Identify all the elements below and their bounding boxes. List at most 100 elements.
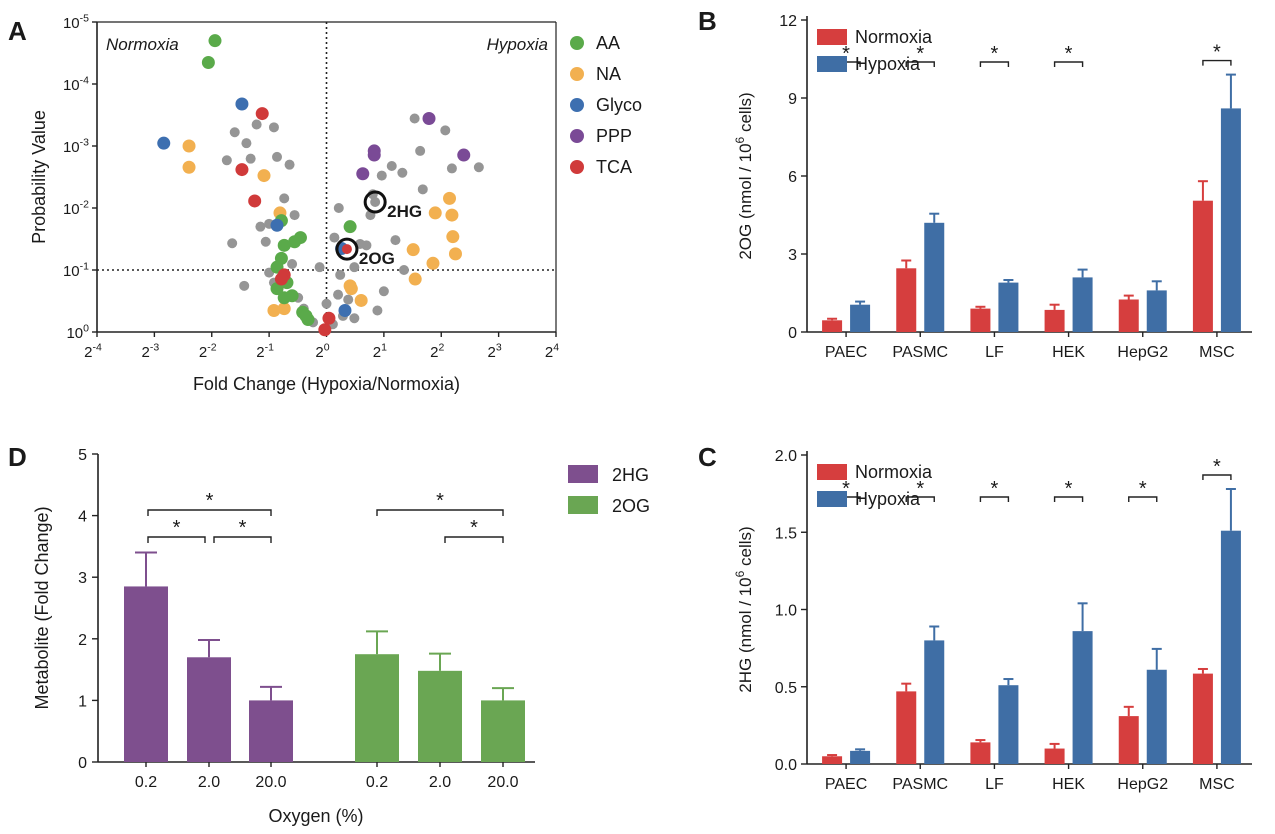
panel-d-fold-change-bar-chart: D 0 1 2 3 4 5 Metabolite (Fold Change) Oxygen (%… xyxy=(8,442,650,826)
panel-label-c: C xyxy=(698,442,717,472)
data-point-other xyxy=(473,162,484,173)
significance-marker: * xyxy=(436,490,444,512)
data-point-other xyxy=(284,159,295,170)
data-point-tca xyxy=(274,272,288,286)
x-tick-label: 0.2 xyxy=(135,774,157,791)
x-tick-label-exponent: -4 xyxy=(93,341,102,353)
legend-swatch-na xyxy=(570,67,584,81)
data-point-other xyxy=(287,258,298,269)
x-tick-label: 2.0 xyxy=(198,774,220,791)
data-point-other xyxy=(397,167,408,178)
significance-marker: * xyxy=(1139,478,1147,500)
bar-hypoxia xyxy=(998,685,1019,764)
legend-swatch-2og xyxy=(568,496,598,514)
x-tick-label-base: 2 xyxy=(199,344,207,361)
x-tick-label-base: 2 xyxy=(84,344,92,361)
data-point-na xyxy=(182,139,196,153)
y-tick-label: 3 xyxy=(788,247,797,264)
bar-normoxia xyxy=(1118,299,1139,332)
y-tick-label-exponent: 0 xyxy=(83,322,89,334)
data-point-other xyxy=(415,145,426,156)
legend-label-glyco: Glyco xyxy=(596,95,642,115)
data-point-other xyxy=(333,289,344,300)
significance-marker: * xyxy=(470,517,478,539)
y-tick-label: 1.5 xyxy=(775,525,797,542)
y-tick-label: 12 xyxy=(779,13,797,30)
significance-marker: * xyxy=(1213,42,1221,64)
data-point-other xyxy=(289,210,300,221)
legend-swatch-aa xyxy=(570,36,584,50)
x-tick-label: HepG2 xyxy=(1117,776,1168,793)
legend-label-tca: TCA xyxy=(596,157,632,177)
bar-normoxia xyxy=(1044,309,1065,332)
data-point-ppp xyxy=(457,148,471,162)
y-tick-label: 10-3 xyxy=(63,136,89,156)
data-point-other xyxy=(440,125,451,136)
data-point-other xyxy=(255,221,266,232)
x-tick-label: 23 xyxy=(488,341,502,361)
significance-marker: * xyxy=(239,517,247,539)
x-tick-label: 0.2 xyxy=(366,774,388,791)
significance-bracket xyxy=(1128,496,1158,502)
y-tick-label-base: 10 xyxy=(63,77,80,94)
y-tick-label-exponent: -1 xyxy=(80,260,89,272)
y-tick-label: 9 xyxy=(788,91,797,108)
legend-label-ppp: PPP xyxy=(596,126,632,146)
y-axis-title-main: 2OG (nmol / 10 xyxy=(736,143,755,259)
x-tick-label: PAEC xyxy=(825,344,867,361)
y-tick-label: 10-1 xyxy=(63,260,89,280)
y-tick-label: 2 xyxy=(78,632,87,649)
legend-swatch-normoxia xyxy=(817,29,847,45)
significance-bracket xyxy=(905,61,935,67)
data-point-other xyxy=(417,184,428,195)
data-point-aa xyxy=(343,220,357,234)
y-tick-label: 10-5 xyxy=(63,12,89,32)
x-tick-label-base: 2 xyxy=(488,344,496,361)
significance-bracket xyxy=(979,496,1010,502)
panel-label-b: B xyxy=(698,6,717,36)
data-point-na xyxy=(267,303,281,317)
data-point-na xyxy=(182,160,196,174)
data-point-other xyxy=(409,113,420,124)
significance-bracket xyxy=(1202,59,1232,66)
data-point-na xyxy=(344,282,358,296)
bar-normoxia xyxy=(1192,673,1213,764)
significance-marker: * xyxy=(991,43,999,65)
data-point-tca xyxy=(235,163,249,177)
bar-normoxia xyxy=(1192,200,1213,332)
legend-label-normoxia: Normoxia xyxy=(855,462,933,482)
data-point-na xyxy=(446,230,460,244)
highlight-point-2og xyxy=(341,244,352,255)
legend-label-hypoxia: Hypoxia xyxy=(855,489,921,509)
highlight-ring-2og xyxy=(335,237,359,261)
legend-label-aa: AA xyxy=(596,33,620,53)
x-tick-label-base: 2 xyxy=(256,344,264,361)
legend-swatch-2hg xyxy=(568,465,598,483)
y-tick-label-exponent: -4 xyxy=(80,74,89,86)
data-point-aa xyxy=(208,34,222,48)
x-tick-label: 2-2 xyxy=(199,341,217,361)
x-tick-label-exponent: 4 xyxy=(553,341,559,353)
significance-marker: * xyxy=(991,478,999,500)
highlight-ring-2hg xyxy=(363,190,387,214)
data-point-other xyxy=(372,305,383,316)
bar-2og xyxy=(355,654,399,762)
panel-label-d: D xyxy=(8,442,27,472)
x-tick-label: 2.0 xyxy=(429,774,451,791)
y-axis-title-superscript: 6 xyxy=(733,570,747,577)
x-tick-label: 21 xyxy=(373,341,387,361)
bar-hypoxia xyxy=(1220,530,1241,764)
y-axis-title-tail: cells) xyxy=(736,526,755,570)
x-tick-label-base: 2 xyxy=(545,344,553,361)
data-point-na xyxy=(428,206,442,220)
bar-normoxia xyxy=(970,742,991,764)
x-tick-label: PASMC xyxy=(892,344,948,361)
x-tick-label: HEK xyxy=(1052,776,1085,793)
region-label-hypoxia: Hypoxia xyxy=(487,35,548,54)
bar-normoxia xyxy=(822,756,843,764)
y-axis-title-tail: cells) xyxy=(736,92,755,136)
bar-hypoxia xyxy=(1146,290,1167,332)
x-tick-label: MSC xyxy=(1199,776,1235,793)
